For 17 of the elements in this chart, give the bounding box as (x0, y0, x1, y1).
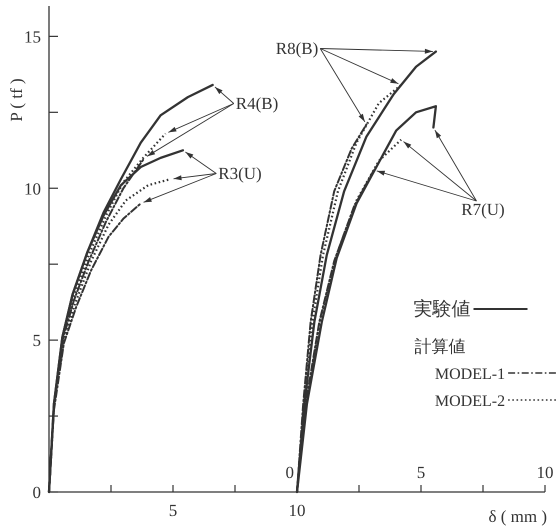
y-tick-label: 5 (32, 331, 41, 350)
x2-tick-label: 10 (536, 463, 554, 482)
annotation: R8(B) (276, 39, 318, 58)
y-tick-label: 15 (24, 27, 41, 46)
legend-label: 実験値 (414, 298, 470, 320)
x2-tick-label: 5 (416, 463, 426, 482)
x2-tick-label: 0 (286, 463, 294, 482)
y-axis-title: P ( tf ) (7, 78, 26, 122)
x-axis-title: δ ( mm ) (488, 507, 547, 526)
annotation: R7(U) (461, 200, 505, 219)
legend-label: MODEL-1 (434, 366, 506, 383)
annotation: R3(U) (218, 164, 262, 183)
y-tick-label: 0 (32, 483, 41, 502)
annotation: R4(B) (236, 94, 278, 113)
legend-title: 計算値 (414, 337, 466, 356)
legend-label: MODEL-2 (434, 393, 506, 410)
y-tick-label: 10 (24, 179, 41, 198)
